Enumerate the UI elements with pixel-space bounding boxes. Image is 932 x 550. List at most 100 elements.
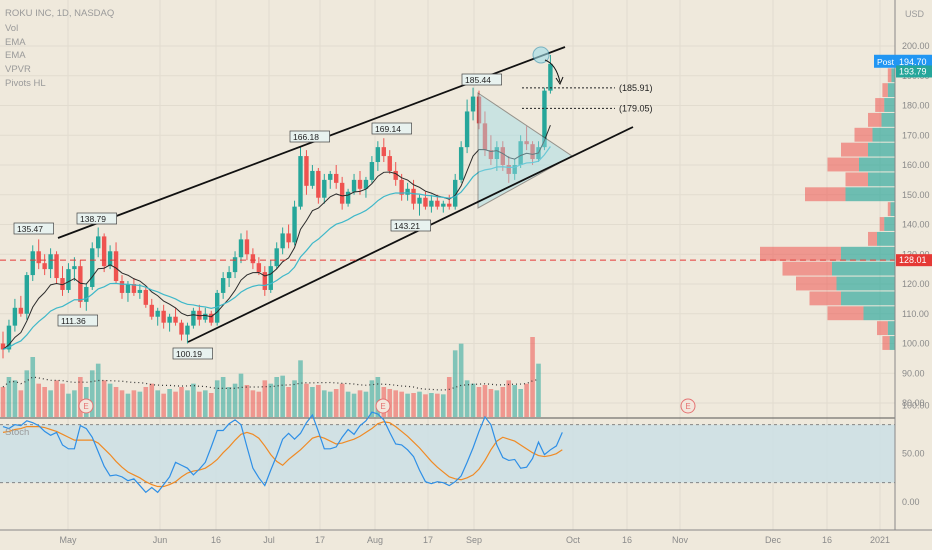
x-tick-3: Jul — [263, 535, 275, 545]
candle-body-85 — [506, 165, 511, 174]
candle-body-42 — [250, 254, 256, 264]
volume-bar-66 — [393, 390, 398, 417]
volume-bar-7 — [42, 387, 47, 417]
volume-bar-3 — [18, 390, 24, 417]
level-value-bg — [896, 254, 932, 267]
volume-ma — [2, 376, 539, 391]
target-label-0: (185.91) — [619, 83, 653, 93]
pivot-box-1 — [76, 212, 117, 225]
stoch-title[interactable]: Stoch — [5, 427, 29, 438]
x-tick-7: Sep — [466, 535, 482, 545]
volume-bar-38 — [226, 387, 232, 417]
ema-lines — [2, 124, 551, 351]
vpvr-buy-17 — [887, 83, 895, 98]
vpvr-buy-9 — [890, 202, 895, 217]
indicator-ema-2[interactable]: EMA — [5, 50, 26, 61]
volume-bar-26 — [155, 390, 160, 417]
candle-body-88 — [524, 141, 529, 145]
x-tick-10: Nov — [672, 535, 689, 545]
vpvr-sell-14 — [854, 127, 873, 142]
volume-bar-21 — [125, 393, 131, 417]
y-tick-3: 110.00 — [902, 309, 929, 319]
candle-body-57 — [339, 182, 345, 204]
earnings-circle-0 — [78, 398, 94, 414]
volume-bar-40 — [238, 373, 244, 417]
volume-bar-49 — [292, 380, 297, 417]
volume-bar-75 — [446, 377, 452, 417]
candle-body-22 — [131, 284, 137, 293]
volume-bar-13 — [78, 377, 83, 417]
volume-bar-29 — [173, 391, 178, 417]
candle-body-65 — [387, 156, 392, 171]
y-tick-12: 200.00 — [902, 41, 930, 51]
vpvr-buy-15 — [881, 112, 895, 127]
indicator-vpvr[interactable]: VPVR — [5, 64, 31, 75]
vpvr-sell-17 — [882, 83, 888, 98]
volume-bar-50 — [298, 360, 303, 417]
candle-body-70 — [417, 197, 422, 204]
volume-bar-52 — [310, 387, 315, 417]
candle-body-79 — [470, 96, 476, 112]
vpvr-buy-10 — [845, 187, 895, 202]
volume-bar-51 — [304, 383, 309, 417]
stoch-tick-0: 100.00 — [902, 400, 930, 410]
candle-body-87 — [518, 141, 523, 165]
candle-body-91 — [542, 90, 547, 148]
volume-bar-56 — [333, 389, 339, 417]
candle-body-55 — [328, 173, 333, 180]
volume-bar-74 — [441, 394, 446, 417]
volume-bar-63 — [375, 377, 381, 417]
vpvr-sell-12 — [827, 157, 859, 172]
candle-body-45 — [268, 266, 273, 290]
candle-body-30 — [179, 322, 184, 335]
volume-bar-78 — [464, 380, 470, 417]
volume-bar-76 — [452, 350, 458, 417]
indicator-ema-1[interactable]: EMA — [5, 37, 26, 48]
volume-bar-31 — [185, 390, 190, 417]
volume-bar-25 — [149, 383, 155, 417]
volume-bar-0 — [0, 387, 6, 417]
candle-body-5 — [30, 251, 35, 276]
candle-body-34 — [203, 313, 208, 320]
volume-bar-6 — [36, 383, 41, 417]
volume-bar-85 — [506, 380, 512, 417]
volume-bar-68 — [405, 393, 410, 417]
x-tick-1: Jun — [153, 535, 168, 545]
candle-body-11 — [66, 269, 71, 290]
y-tick-7: 150.00 — [902, 190, 930, 200]
volume-bar-82 — [488, 389, 494, 417]
volume-bar-44 — [262, 380, 268, 417]
vpvr-buy-16 — [884, 98, 895, 112]
candle-body-56 — [334, 173, 339, 183]
vpvr-sell-2 — [827, 306, 864, 321]
y-tick-0: 80.00 — [902, 398, 925, 408]
volume-bar-28 — [167, 389, 172, 417]
vpvr-buy-5 — [832, 261, 895, 276]
volume-bar-55 — [327, 391, 333, 417]
volume-bar-47 — [280, 375, 285, 417]
volume-bar-9 — [54, 380, 59, 417]
volume-bar-16 — [95, 363, 101, 417]
vpvr-sell-9 — [887, 202, 891, 217]
x-tick-2: 16 — [211, 535, 221, 545]
volume-bar-39 — [232, 383, 238, 417]
pivot-label-2: 111.36 — [61, 316, 86, 326]
volume-bar-57 — [339, 383, 345, 417]
volume-bar-1 — [6, 377, 12, 417]
candle-body-86 — [512, 165, 517, 174]
vpvr-buy-18 — [891, 68, 895, 83]
vpvr-sell-6 — [760, 246, 841, 261]
indicator-vol[interactable]: Vol — [5, 23, 18, 34]
volume-bar-18 — [107, 383, 113, 417]
vpvr-sell-3 — [809, 291, 841, 306]
candle-body-80 — [476, 96, 482, 124]
candle-body-61 — [363, 179, 369, 189]
currency-label: USD — [905, 9, 925, 19]
volume-bar-88 — [524, 383, 529, 417]
triangle-pattern — [477, 92, 573, 209]
candle-body-0 — [0, 343, 6, 350]
volume-bar-30 — [179, 387, 184, 417]
candle-body-83 — [494, 147, 500, 160]
indicator-pivots[interactable]: Pivots HL — [5, 78, 46, 89]
